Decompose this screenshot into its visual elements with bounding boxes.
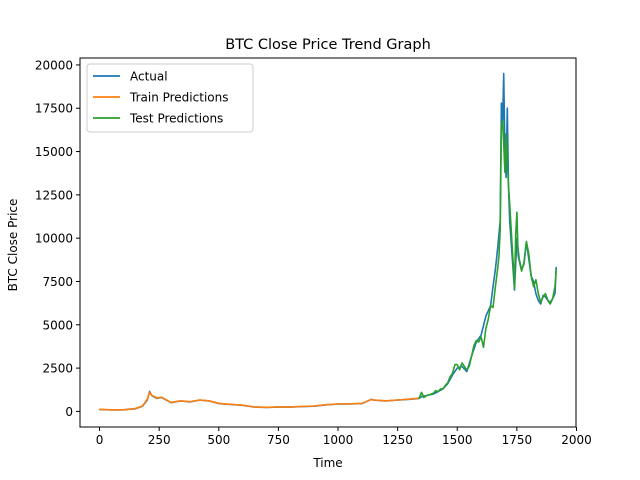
y-tick-label: 17500 bbox=[35, 102, 73, 116]
series-layer bbox=[98, 72, 558, 411]
y-tick-label: 12500 bbox=[35, 188, 73, 202]
legend-box bbox=[86, 63, 254, 133]
x-tick-label: 500 bbox=[207, 433, 230, 447]
y-tick-label: 2500 bbox=[42, 362, 73, 376]
legend-items: Actual Train Predictions Test Predictions bbox=[93, 70, 228, 126]
y-tick-label: 15000 bbox=[35, 145, 73, 159]
series-line-test-predictions bbox=[418, 119, 558, 400]
y-tick-label: 5000 bbox=[42, 318, 73, 332]
y-tick-label: 7500 bbox=[42, 275, 73, 289]
x-tick-label: 0 bbox=[96, 433, 104, 447]
chart-title: BTC Close Price Trend Graph bbox=[225, 37, 431, 53]
legend-label-train-predictions: Train Predictions bbox=[129, 91, 228, 105]
x-tick-label: 1250 bbox=[382, 433, 413, 447]
x-axis-ticks: 0 250 500 750 1000 1250 1500 1750 2000 bbox=[96, 427, 592, 447]
series-line-train-predictions bbox=[98, 391, 420, 411]
x-tick-label: 1750 bbox=[502, 433, 533, 447]
x-axis-label: Time bbox=[312, 456, 342, 470]
y-tick-label: 0 bbox=[65, 405, 73, 419]
plot-area: 0 250 500 750 1000 1250 1500 1750 2000 0 2500 5000… bbox=[35, 57, 592, 447]
legend-label-actual: Actual bbox=[130, 70, 168, 84]
legend-label-test-predictions: Test Predictions bbox=[129, 112, 223, 126]
x-tick-label: 1000 bbox=[323, 433, 354, 447]
y-tick-label: 10000 bbox=[35, 232, 73, 246]
legend: Actual Train Predictions Test Predictions bbox=[86, 63, 254, 133]
x-tick-label: 250 bbox=[148, 433, 171, 447]
y-tick-label: 20000 bbox=[35, 58, 73, 72]
x-tick-label: 2000 bbox=[561, 433, 592, 447]
axes-frame bbox=[79, 57, 577, 428]
x-tick-label: 750 bbox=[267, 433, 290, 447]
x-tick-label: 1500 bbox=[442, 433, 473, 447]
y-axis-ticks: 0 2500 5000 7500 10000 12500 15000 17500 20000 bbox=[35, 58, 80, 419]
y-axis-label: BTC Close Price bbox=[6, 199, 20, 292]
